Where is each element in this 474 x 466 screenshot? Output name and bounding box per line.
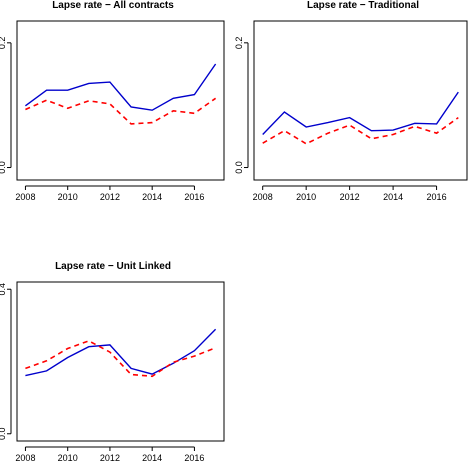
x-tick-label: 2016 bbox=[184, 192, 204, 202]
plot-frame bbox=[16, 20, 225, 181]
series-line-solid bbox=[262, 91, 459, 135]
series-line-solid bbox=[24, 63, 217, 111]
x-tick-label: 2014 bbox=[142, 453, 162, 463]
x-tick-label: 2014 bbox=[383, 192, 403, 202]
panel-traditional: Lapse rate − Traditional 2008 2010 2012 201… bbox=[234, 0, 468, 202]
x-tick-label: 2012 bbox=[340, 192, 360, 202]
y-tick-label: 0.2 bbox=[0, 37, 7, 50]
chart-title: Lapse rate − Unit Linked bbox=[55, 261, 171, 272]
plot-frame bbox=[253, 20, 468, 181]
y-tick-label: 0.0 bbox=[0, 161, 7, 174]
x-tick-label: 2008 bbox=[15, 192, 35, 202]
panel-unit-linked: Lapse rate − Unit Linked 2008 2010 2012 201… bbox=[0, 261, 225, 463]
x-tick-label: 2008 bbox=[253, 192, 273, 202]
y-tick-label: 0.2 bbox=[234, 37, 244, 50]
x-tick-label: 2010 bbox=[58, 453, 78, 463]
x-tick-label: 2014 bbox=[142, 192, 162, 202]
series-line-dashed bbox=[262, 116, 459, 145]
x-tick-label: 2016 bbox=[427, 192, 447, 202]
x-tick-label: 2012 bbox=[100, 453, 120, 463]
x-tick-label: 2010 bbox=[296, 192, 316, 202]
x-tick-label: 2012 bbox=[100, 192, 120, 202]
x-tick-label: 2008 bbox=[15, 453, 35, 463]
chart-title: Lapse rate − All contracts bbox=[52, 0, 174, 11]
y-tick-label: 0.4 bbox=[0, 283, 7, 296]
series-line-dashed bbox=[25, 97, 217, 125]
plot-frame bbox=[16, 281, 225, 442]
x-tick-label: 2010 bbox=[58, 192, 78, 202]
y-tick-label: 0.0 bbox=[0, 428, 7, 441]
series-line-solid bbox=[25, 328, 217, 377]
chart-title: Lapse rate − Traditional bbox=[307, 0, 419, 11]
panel-all-contracts: Lapse rate − All contracts 2008 2010 2012 2… bbox=[0, 0, 225, 202]
series-line-dashed bbox=[25, 340, 216, 378]
y-tick-label: 0.0 bbox=[234, 161, 244, 174]
x-tick-label: 2016 bbox=[184, 453, 204, 463]
